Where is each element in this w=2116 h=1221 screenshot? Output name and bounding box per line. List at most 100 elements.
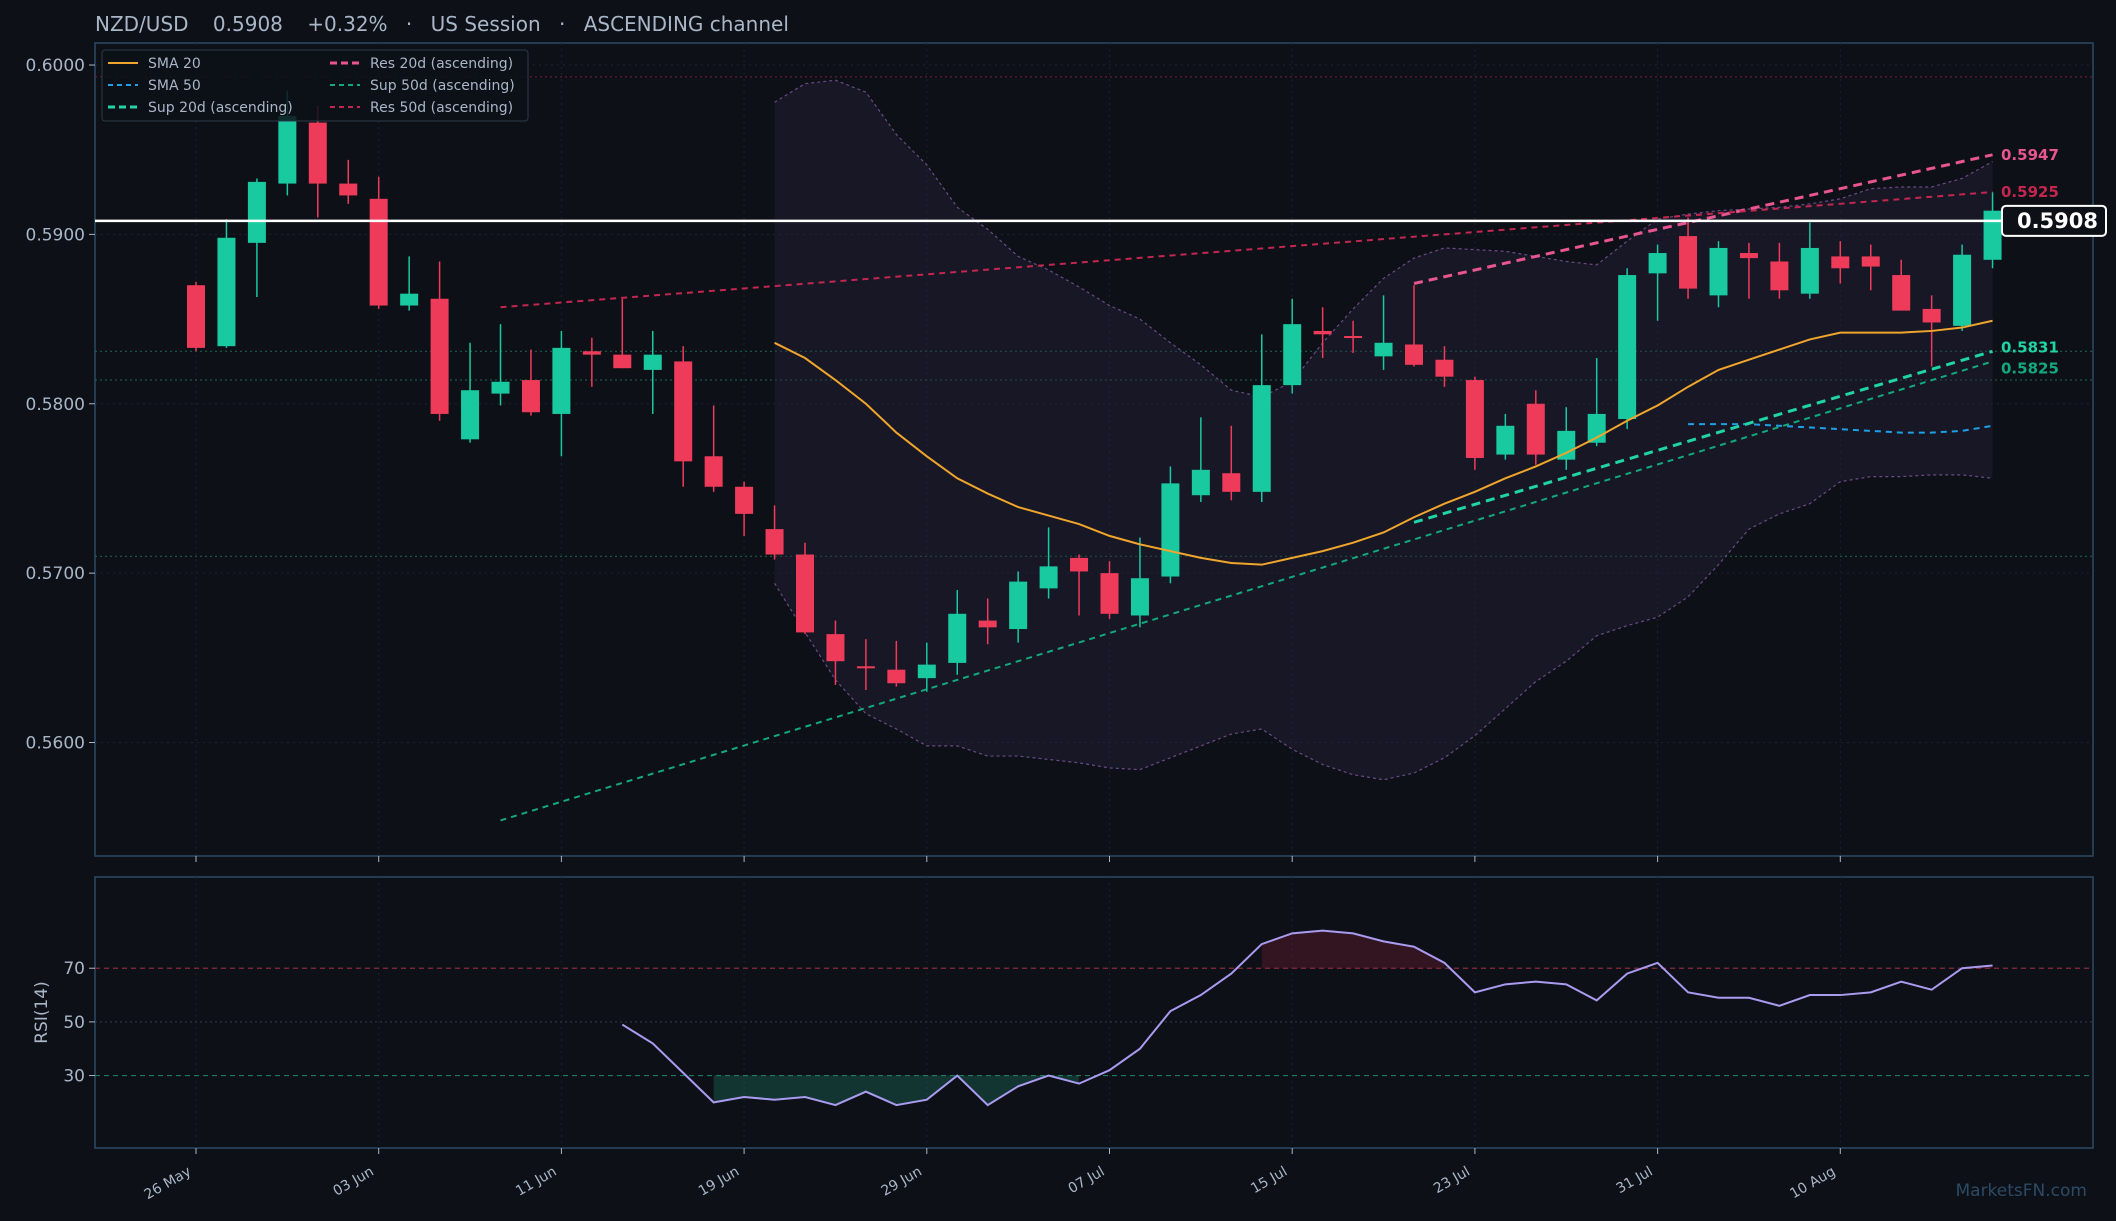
- rsi-oversold-fill: [713, 1075, 1080, 1106]
- candle-bearish: [796, 554, 814, 633]
- rsi-y-tick-label: 70: [63, 959, 85, 979]
- sma20-line: [774, 319, 1993, 566]
- x-tick-label: 29 Jun: [879, 1164, 925, 1200]
- candle-bearish: [674, 361, 693, 462]
- rsi-overbought-fill: [1261, 930, 1445, 969]
- candle-bullish: [1648, 253, 1667, 274]
- candle-bullish: [552, 347, 571, 414]
- sup20-end-label: 0.5831: [2001, 338, 2059, 356]
- candle-bullish: [278, 115, 297, 184]
- legend-label-res50: Res 50d (ascending): [370, 100, 513, 116]
- res50-end-label: 0.5925: [2001, 183, 2059, 201]
- candle-bearish: [1222, 473, 1241, 492]
- candle-bearish: [978, 620, 997, 628]
- candle-bullish: [1191, 469, 1210, 496]
- rsi-line: [621, 929, 1993, 1107]
- candle-bearish: [1344, 336, 1363, 339]
- price-y-tick-label: 0.6000: [26, 56, 85, 76]
- candle-bullish: [1130, 578, 1149, 616]
- candle-bullish: [1618, 275, 1637, 420]
- candle-bearish: [1070, 557, 1089, 572]
- legend: SMA 20 SMA 50 Sup 20d (ascending) Res 20d (…: [101, 49, 529, 122]
- candle-bullish: [217, 237, 236, 347]
- candle-bullish: [1009, 581, 1028, 630]
- candle-bullish: [1953, 254, 1972, 326]
- price-y-tick-label: 0.5800: [26, 395, 85, 415]
- sma50-line: [1688, 423, 1993, 434]
- legend-box: [101, 49, 529, 122]
- x-tick-label: 19 Jun: [696, 1164, 742, 1200]
- candle-bearish: [1831, 256, 1850, 269]
- candle-bearish: [765, 529, 784, 555]
- candle-bearish: [1526, 403, 1545, 455]
- watermark: MarketsFN.com: [1955, 1181, 2087, 1201]
- candle-bullish: [1161, 483, 1180, 577]
- candle-bearish: [308, 122, 327, 184]
- price-panel-frame: [94, 42, 2094, 857]
- candle-bullish: [1252, 385, 1271, 492]
- x-tick-label: 31 Jul: [1614, 1164, 1656, 1197]
- chart-header: NZD/USD 0.5908 +0.32% · US Session · ASC…: [95, 12, 789, 36]
- candle-bearish: [1465, 380, 1484, 458]
- price-y-tick-label: 0.5900: [26, 225, 85, 245]
- rsi-axis-label: RSI(14): [32, 981, 52, 1044]
- rsi-y-tick-label: 30: [63, 1067, 85, 1087]
- candle-bullish: [1557, 430, 1576, 460]
- candle-bearish: [1739, 253, 1758, 259]
- candle-bearish: [1861, 256, 1880, 267]
- candle-bearish: [521, 380, 540, 413]
- candle-bearish: [1922, 308, 1941, 323]
- candle-bearish: [1435, 359, 1454, 377]
- header-change: +0.32%: [307, 12, 387, 36]
- candle-bearish: [1100, 573, 1119, 614]
- rsi-panel-frame: [94, 876, 2094, 1149]
- price-y-tick-label: 0.5700: [26, 564, 85, 584]
- price-y-tick-label: 0.5600: [26, 734, 85, 754]
- candle-bullish: [1374, 342, 1393, 357]
- header-separator: ·: [559, 12, 565, 36]
- candle-bearish: [1892, 275, 1911, 311]
- candle-bearish: [1405, 344, 1423, 365]
- res20-line: [1413, 153, 1993, 285]
- candle-bullish: [1709, 247, 1728, 296]
- candle-bearish: [430, 298, 449, 414]
- rsi-y-tick-label: 50: [63, 1013, 85, 1033]
- res20-end-label: 0.5947: [2001, 146, 2059, 164]
- candle-bearish: [582, 351, 601, 355]
- last-price-label: 0.5908: [2017, 209, 2098, 233]
- x-tick-label: 07 Jul: [1066, 1164, 1108, 1197]
- candle-bullish: [1039, 566, 1058, 589]
- candle-bullish: [491, 381, 510, 394]
- candle-bearish: [1679, 236, 1698, 289]
- legend-label-sup20: Sup 20d (ascending): [148, 100, 293, 116]
- candle-bullish: [1496, 425, 1515, 455]
- legend-label-sma50: SMA 50: [148, 78, 201, 94]
- sup20-line: [1413, 349, 1993, 524]
- x-tick-label: 15 Jul: [1248, 1164, 1290, 1197]
- candle-bearish: [613, 354, 632, 369]
- candle-bullish: [247, 181, 266, 243]
- candle-bearish: [369, 198, 388, 306]
- header-symbol: NZD/USD: [95, 12, 189, 36]
- candle-bullish: [1983, 210, 2002, 260]
- bollinger-band-fill: [774, 80, 1993, 780]
- sup50-end-label: 0.5825: [2001, 359, 2059, 377]
- header-channel: ASCENDING channel: [584, 12, 789, 36]
- x-tick-label: 23 Jul: [1431, 1164, 1473, 1197]
- candle-bullish: [1283, 324, 1302, 386]
- candle-bearish: [704, 456, 723, 487]
- res50-line: [500, 191, 1993, 309]
- x-tick-label: 11 Jun: [513, 1164, 559, 1200]
- candle-bullish: [400, 293, 419, 306]
- last-price-badge: [2001, 204, 2107, 237]
- sup50-line: [500, 360, 1993, 822]
- header-separator: ·: [406, 12, 412, 36]
- candle-bearish: [1770, 261, 1789, 291]
- header-price: 0.5908: [213, 12, 283, 36]
- candle-bearish: [887, 669, 906, 684]
- x-tick-label: 03 Jun: [330, 1164, 376, 1200]
- candle-bullish: [917, 664, 936, 679]
- candle-bearish: [187, 285, 205, 348]
